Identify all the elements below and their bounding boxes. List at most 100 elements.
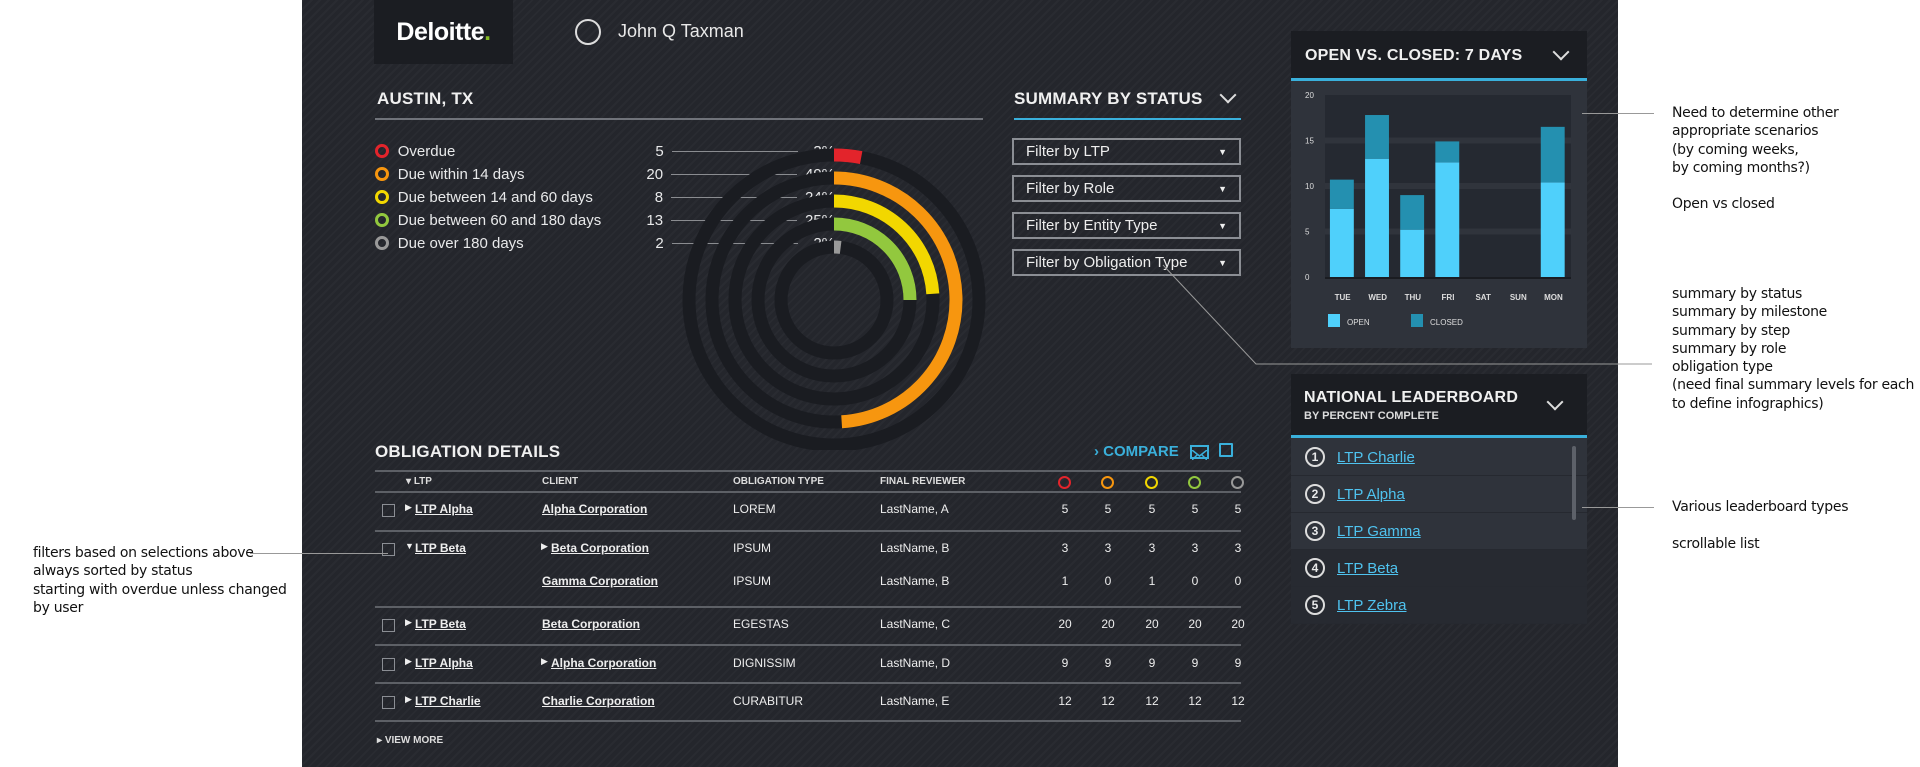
user-name: John Q Taxman (618, 21, 744, 41)
gridline (1325, 137, 1571, 144)
ltp-link[interactable]: LTP Alpha (415, 656, 473, 670)
caret-right-icon[interactable]: ▶ (405, 656, 412, 666)
status-count-cell: 5 (1191, 502, 1199, 516)
ltp-link[interactable]: LTP Beta (415, 541, 466, 555)
status-count-cell: 20 (1101, 617, 1115, 631)
caret-right-icon[interactable]: ▶ (405, 617, 412, 627)
row-checkbox[interactable] (382, 504, 395, 517)
final-reviewer: LastName, B (880, 574, 950, 588)
status-count: 5 (655, 142, 664, 160)
status-count-cell: 5 (1148, 502, 1156, 516)
leaderboard-item[interactable]: 3 LTP Gamma (1291, 513, 1587, 550)
status-ring-icon[interactable] (1101, 476, 1114, 489)
caret-down-icon[interactable]: ▼ (405, 541, 414, 551)
leaderboard-link[interactable]: LTP Gamma (1337, 522, 1421, 540)
status-ring-icon[interactable] (1058, 476, 1071, 489)
status-count-cell: 20 (1188, 617, 1202, 631)
caret-right-icon[interactable]: ▶ (405, 502, 412, 512)
bar-open-fri (1435, 162, 1460, 277)
column-header-final-reviewer[interactable]: FINAL REVIEWER (880, 476, 966, 487)
final-reviewer: LastName, D (880, 656, 951, 670)
column-header-obligation-type[interactable]: OBLIGATION TYPE (733, 476, 824, 487)
obligation-type: DIGNISSIM (733, 656, 796, 670)
y-tick-label: 20 (1305, 91, 1314, 100)
annotation-line: summary by milestone (1672, 304, 1828, 321)
legend-swatch (1411, 314, 1423, 327)
summary-underline (1014, 118, 1241, 120)
bar-open-tue (1329, 208, 1354, 277)
x-tick-label: SAT (1475, 293, 1491, 302)
caret-right-icon[interactable]: ▶ (541, 656, 548, 666)
column-header-ltp[interactable]: ▾ LTP (406, 476, 432, 487)
ltp-link[interactable]: LTP Alpha (415, 502, 473, 516)
annotation-line: by user (33, 599, 84, 616)
ltp-link[interactable]: LTP Beta (415, 617, 466, 631)
client-link[interactable]: Charlie Corporation (542, 694, 655, 708)
chart-title: OPEN VS. CLOSED: 7 DAYS (1305, 47, 1523, 64)
rank-badge: 4 (1305, 558, 1325, 578)
export-icon[interactable] (1219, 443, 1233, 457)
filter-dropdown[interactable]: Filter by Role ▼ (1012, 175, 1241, 202)
x-tick-label: WED (1368, 293, 1387, 302)
location-title: AUSTIN, TX (377, 89, 474, 108)
leaderboard-item[interactable]: 2 LTP Alpha (1291, 476, 1587, 513)
client-link[interactable]: Alpha Corporation (542, 502, 648, 516)
x-axis (1325, 277, 1571, 279)
status-ring-icon[interactable] (1145, 476, 1158, 489)
leaderboard-scrollbar[interactable] (1572, 446, 1576, 520)
client-link[interactable]: Beta Corporation (551, 541, 650, 555)
column-header-client[interactable]: CLIENT (542, 476, 579, 487)
caret-right-icon[interactable]: ▶ (405, 694, 412, 704)
annotation-connector (1582, 113, 1654, 114)
status-count: 2 (655, 234, 664, 252)
ring-track (774, 240, 894, 360)
status-label: Due between 14 and 60 days (397, 188, 593, 206)
final-reviewer: LastName, E (880, 694, 950, 708)
leaderboard-item[interactable]: 4 LTP Beta (1291, 550, 1587, 587)
row-checkbox[interactable] (382, 696, 395, 709)
obligation-type: IPSUM (733, 541, 772, 555)
leaderboard-link[interactable]: LTP Beta (1337, 559, 1399, 577)
x-tick-label: SUN (1510, 293, 1527, 302)
open-closed-bar-chart: 0 5 10 15 20 TUE WED THU FRI SAT SUN MON OPEN CLOSED (1305, 91, 1571, 327)
annotation-line: scrollable list (1672, 535, 1760, 552)
bar-closed-tue (1329, 179, 1354, 209)
leaderboard-link[interactable]: LTP Zebra (1337, 596, 1407, 614)
leaderboard-item[interactable]: 1 LTP Charlie (1291, 439, 1587, 476)
y-tick-label: 15 (1305, 137, 1314, 146)
leader-line (671, 242, 798, 244)
annotation-connector (250, 553, 388, 554)
ltp-link[interactable]: LTP Charlie (415, 694, 481, 708)
bar-open-thu (1400, 229, 1425, 277)
row-checkbox[interactable] (382, 619, 395, 632)
leaderboard-link[interactable]: LTP Alpha (1337, 485, 1405, 503)
status-count-cell: 9 (1191, 656, 1199, 670)
annotation-line: always sorted by status (33, 563, 193, 580)
client-link[interactable]: Alpha Corporation (551, 656, 657, 670)
user-icon[interactable] (575, 19, 601, 45)
leaderboard-item[interactable]: 5 LTP Zebra (1291, 587, 1587, 624)
filter-label: Filter by Entity Type (1026, 217, 1158, 234)
row-checkbox[interactable] (382, 543, 395, 556)
status-ring-icon[interactable] (1231, 476, 1244, 489)
client-link[interactable]: Gamma Corporation (542, 574, 659, 588)
status-count: 13 (646, 211, 664, 229)
view-more-link[interactable]: ▸ VIEW MORE (377, 735, 444, 746)
annotation-line: Need to determine other (1672, 105, 1839, 121)
email-icon[interactable] (1190, 445, 1209, 461)
client-link[interactable]: Beta Corporation (542, 617, 641, 631)
annotation-line: summary by step (1672, 322, 1790, 339)
status-count-cell: 20 (1058, 617, 1072, 631)
compare-button[interactable]: › COMPARE (1094, 443, 1179, 460)
row-checkbox[interactable] (382, 658, 395, 671)
status-count-cell: 5 (1234, 502, 1242, 516)
leaderboard-link[interactable]: LTP Charlie (1337, 448, 1415, 466)
status-ring-icon[interactable] (1188, 476, 1201, 489)
obligations-title: OBLIGATION DETAILS (375, 442, 561, 461)
row-divider (375, 606, 1241, 608)
filter-dropdown[interactable]: Filter by Obligation Type ▼ (1012, 249, 1241, 276)
filter-dropdown[interactable]: Filter by Entity Type ▼ (1012, 212, 1241, 239)
leader-line (671, 173, 797, 175)
filter-dropdown[interactable]: Filter by LTP ▼ (1012, 138, 1241, 165)
caret-right-icon[interactable]: ▶ (541, 541, 548, 551)
